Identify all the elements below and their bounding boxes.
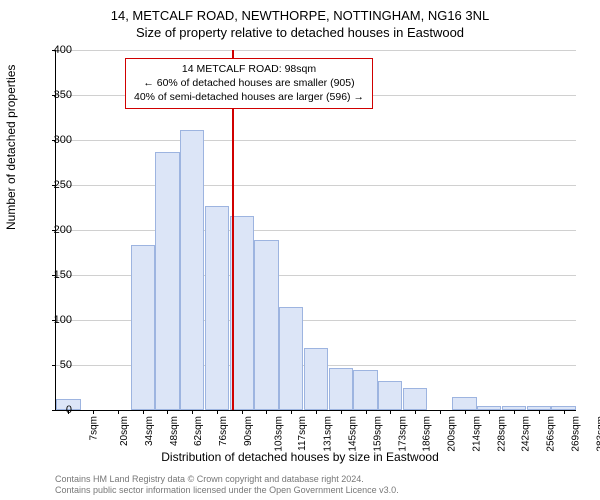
footer-line1: Contains HM Land Registry data © Crown c… xyxy=(55,474,399,485)
xtick-mark xyxy=(93,410,94,414)
xtick-mark xyxy=(489,410,490,414)
histogram-bar xyxy=(254,240,278,410)
xtick-label: 34sqm xyxy=(144,416,155,446)
x-axis-label: Distribution of detached houses by size … xyxy=(0,450,600,464)
histogram-bar xyxy=(329,368,353,410)
gridline xyxy=(56,230,576,231)
ytick-label: 300 xyxy=(32,134,72,146)
chart-title-line1: 14, METCALF ROAD, NEWTHORPE, NOTTINGHAM,… xyxy=(0,0,600,23)
gridline xyxy=(56,50,576,51)
xtick-label: 242sqm xyxy=(521,416,532,452)
xtick-label: 103sqm xyxy=(273,416,284,452)
xtick-label: 76sqm xyxy=(218,416,229,446)
chart-container: 14, METCALF ROAD, NEWTHORPE, NOTTINGHAM,… xyxy=(0,0,600,500)
histogram-bar xyxy=(403,388,427,410)
xtick-mark xyxy=(440,410,441,414)
chart-title-line2: Size of property relative to detached ho… xyxy=(0,23,600,40)
xtick-label: 159sqm xyxy=(372,416,383,452)
histogram-bar xyxy=(452,397,476,411)
histogram-bar xyxy=(378,381,402,410)
xtick-label: 256sqm xyxy=(546,416,557,452)
gridline xyxy=(56,140,576,141)
xtick-label: 48sqm xyxy=(169,416,180,446)
xtick-label: 283sqm xyxy=(595,416,600,452)
xtick-label: 214sqm xyxy=(471,416,482,452)
gridline xyxy=(56,185,576,186)
ytick-label: 200 xyxy=(32,224,72,236)
ytick-label: 150 xyxy=(32,269,72,281)
xtick-mark xyxy=(118,410,119,414)
xtick-label: 269sqm xyxy=(570,416,581,452)
xtick-label: 186sqm xyxy=(422,416,433,452)
histogram-bar xyxy=(353,370,377,410)
histogram-bar xyxy=(131,245,155,410)
xtick-mark xyxy=(415,410,416,414)
xtick-mark xyxy=(390,410,391,414)
annotation-line2: ← 60% of detached houses are smaller (90… xyxy=(134,76,364,90)
xtick-label: 200sqm xyxy=(447,416,458,452)
ytick-label: 250 xyxy=(32,179,72,191)
xtick-label: 117sqm xyxy=(297,416,308,451)
xtick-label: 62sqm xyxy=(193,416,204,446)
xtick-mark xyxy=(341,410,342,414)
annotation-line3: 40% of semi-detached houses are larger (… xyxy=(134,90,364,104)
xtick-mark xyxy=(167,410,168,414)
annotation-line1: 14 METCALF ROAD: 98sqm xyxy=(134,62,364,76)
footer-attribution: Contains HM Land Registry data © Crown c… xyxy=(55,474,399,497)
xtick-label: 7sqm xyxy=(89,416,100,440)
xtick-label: 131sqm xyxy=(323,416,334,452)
xtick-mark xyxy=(192,410,193,414)
y-axis-label: Number of detached properties xyxy=(4,65,18,230)
footer-line2: Contains public sector information licen… xyxy=(55,485,399,496)
xtick-mark xyxy=(217,410,218,414)
xtick-label: 145sqm xyxy=(348,416,359,452)
ytick-label: 0 xyxy=(32,404,72,416)
xtick-label: 20sqm xyxy=(119,416,130,446)
xtick-mark xyxy=(291,410,292,414)
xtick-mark xyxy=(514,410,515,414)
histogram-bar xyxy=(180,130,204,410)
histogram-bar xyxy=(304,348,328,410)
histogram-bar xyxy=(155,152,179,410)
xtick-mark xyxy=(564,410,565,414)
xtick-mark xyxy=(266,410,267,414)
xtick-label: 228sqm xyxy=(496,416,507,452)
histogram-bar xyxy=(279,307,303,410)
xtick-mark xyxy=(242,410,243,414)
xtick-mark xyxy=(316,410,317,414)
ytick-label: 100 xyxy=(32,314,72,326)
xtick-label: 173sqm xyxy=(397,416,408,452)
xtick-mark xyxy=(465,410,466,414)
ytick-label: 400 xyxy=(32,44,72,56)
xtick-mark xyxy=(366,410,367,414)
annotation-box: 14 METCALF ROAD: 98sqm ← 60% of detached… xyxy=(125,58,373,109)
ytick-label: 50 xyxy=(32,359,72,371)
histogram-bar xyxy=(205,206,229,410)
xtick-mark xyxy=(143,410,144,414)
xtick-mark xyxy=(539,410,540,414)
ytick-label: 350 xyxy=(32,89,72,101)
xtick-label: 90sqm xyxy=(243,416,254,446)
